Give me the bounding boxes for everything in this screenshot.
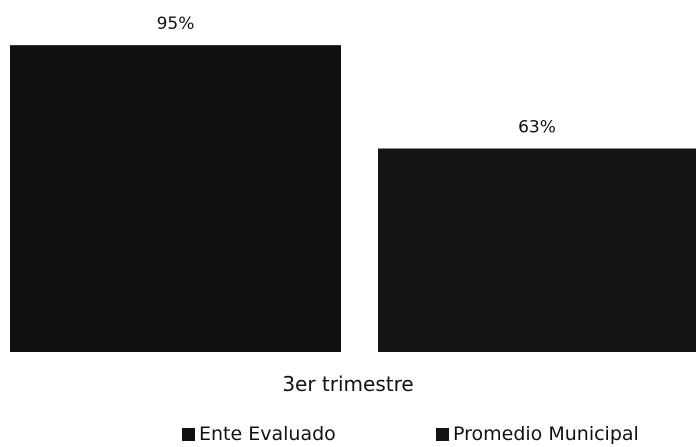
data-label-ente-evaluado: 95% xyxy=(157,14,195,34)
legend-label-ente-evaluado: Ente Evaluado xyxy=(199,423,336,445)
bar-ente-evaluado xyxy=(10,45,341,353)
bars-layer xyxy=(10,45,696,353)
x-category-label: 3er trimestre xyxy=(282,372,413,396)
data-label-promedio-municipal: 63% xyxy=(518,118,556,138)
legend-swatch-ente-evaluado xyxy=(182,427,195,441)
data-labels-layer: 95% 63% xyxy=(157,14,556,137)
legend-item-ente-evaluado: Ente Evaluado xyxy=(182,423,336,445)
legend-label-promedio-municipal: Promedio Municipal xyxy=(453,423,639,445)
legend: Ente Evaluado Promedio Municipal xyxy=(0,423,696,445)
legend-item-promedio-municipal: Promedio Municipal xyxy=(436,423,639,445)
bar-promedio-municipal xyxy=(378,148,696,352)
legend-swatch-promedio-municipal xyxy=(436,427,449,441)
